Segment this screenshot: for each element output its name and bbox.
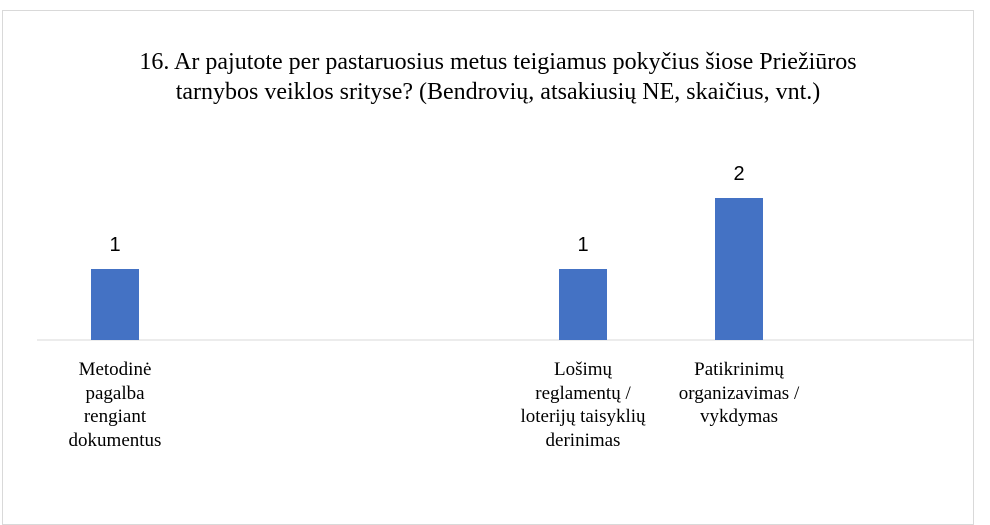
x-tick-label: Lošimų reglamentų / loterijų taisyklių d…	[520, 359, 646, 451]
bar	[91, 269, 139, 340]
data-label: 1	[577, 234, 588, 256]
chart-title: 16. Ar pajutote per pastaruosius metus t…	[139, 49, 857, 105]
data-label: 2	[733, 163, 744, 185]
bar	[559, 269, 607, 340]
data-label: 1	[109, 234, 120, 256]
chart-frame: 16. Ar pajutote per pastaruosius metus t…	[2, 10, 974, 525]
x-tick-label: Metodinė pagalba rengiant dokumentus	[68, 359, 162, 451]
x-tick-label: Patikrinimų organizavimas / vykdymas	[678, 359, 800, 427]
bar	[715, 198, 763, 340]
